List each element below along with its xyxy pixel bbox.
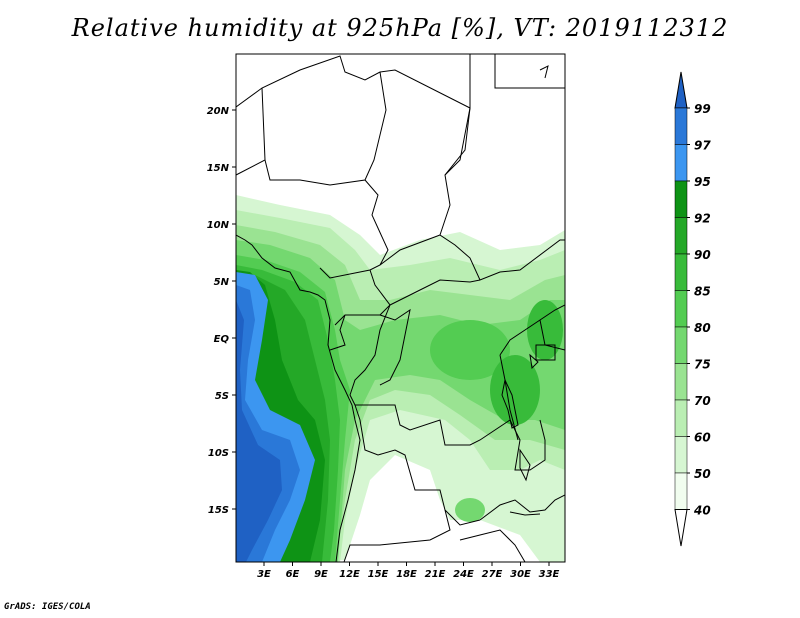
lat-label: 15S <box>208 505 229 516</box>
lon-label: 33E <box>539 569 560 580</box>
colorbar-label: 95 <box>694 175 711 189</box>
colorbar-segment <box>674 399 688 437</box>
colorbar-label: 80 <box>694 321 711 335</box>
lon-label: 24E <box>453 569 474 580</box>
longitude-axis: 3E 6E 9E 12E 15E 18E 21E 24E 27E 30E 33E <box>257 562 560 580</box>
colorbar-label: 40 <box>693 504 711 518</box>
colorbar-segment <box>674 217 688 255</box>
colorbar-segment <box>674 472 688 510</box>
lat-label: 5S <box>215 391 229 402</box>
moist-patch <box>430 320 510 380</box>
colorbar-label: 50 <box>694 467 711 481</box>
colorbar-label: 70 <box>694 394 711 408</box>
colorbar-label: 90 <box>694 248 711 262</box>
colorbar-segment <box>674 290 688 328</box>
lat-label: 10S <box>208 448 229 459</box>
plot-frame <box>235 53 566 563</box>
colorbar-segment <box>674 180 688 218</box>
colorbar-segment <box>674 363 688 401</box>
lon-label: 27E <box>482 569 503 580</box>
colorbar-segment <box>674 107 688 145</box>
country-borders <box>236 54 565 562</box>
lat-label: 20N <box>207 106 230 117</box>
colorbar-label: 92 <box>694 212 711 226</box>
latitude-axis: 20N 15N 10N 5N EQ 5S 10S 15S <box>207 106 236 516</box>
colorbar-label: 97 <box>694 139 711 153</box>
colorbar-label: 75 <box>694 358 711 372</box>
rh-99-region <box>236 300 282 562</box>
moist-patch <box>490 355 540 425</box>
lat-label: EQ <box>214 334 230 345</box>
colorbar-label: 60 <box>694 431 711 445</box>
humidity-field <box>236 54 565 562</box>
lon-label: 3E <box>257 569 271 580</box>
lon-label: 30E <box>510 569 531 580</box>
lat-label: 5N <box>214 277 230 288</box>
lon-label: 21E <box>425 569 446 580</box>
lat-label: 10N <box>207 220 230 231</box>
colorbar: 99 97 95 92 90 85 80 75 70 60 50 40 <box>674 71 711 547</box>
lon-label: 6E <box>286 569 300 580</box>
map-title: Relative humidity at 925hPa [%], VT: 201… <box>71 14 729 42</box>
lon-label: 15E <box>368 569 389 580</box>
lon-label: 18E <box>396 569 417 580</box>
colorbar-segment <box>674 144 688 182</box>
colorbar-label: 99 <box>694 102 711 116</box>
moist-patch <box>455 498 485 522</box>
colorbar-top-arrow <box>674 71 688 109</box>
lat-label: 15N <box>207 163 230 174</box>
lon-label: 9E <box>314 569 328 580</box>
colorbar-segment <box>674 436 688 474</box>
colorbar-label: 85 <box>694 285 711 299</box>
colorbar-segment <box>674 326 688 364</box>
colorbar-segment <box>674 253 688 291</box>
colorbar-bottom-arrow <box>674 509 688 547</box>
grads-credit: GrADS: IGES/COLA <box>4 602 91 612</box>
lon-label: 12E <box>339 569 360 580</box>
